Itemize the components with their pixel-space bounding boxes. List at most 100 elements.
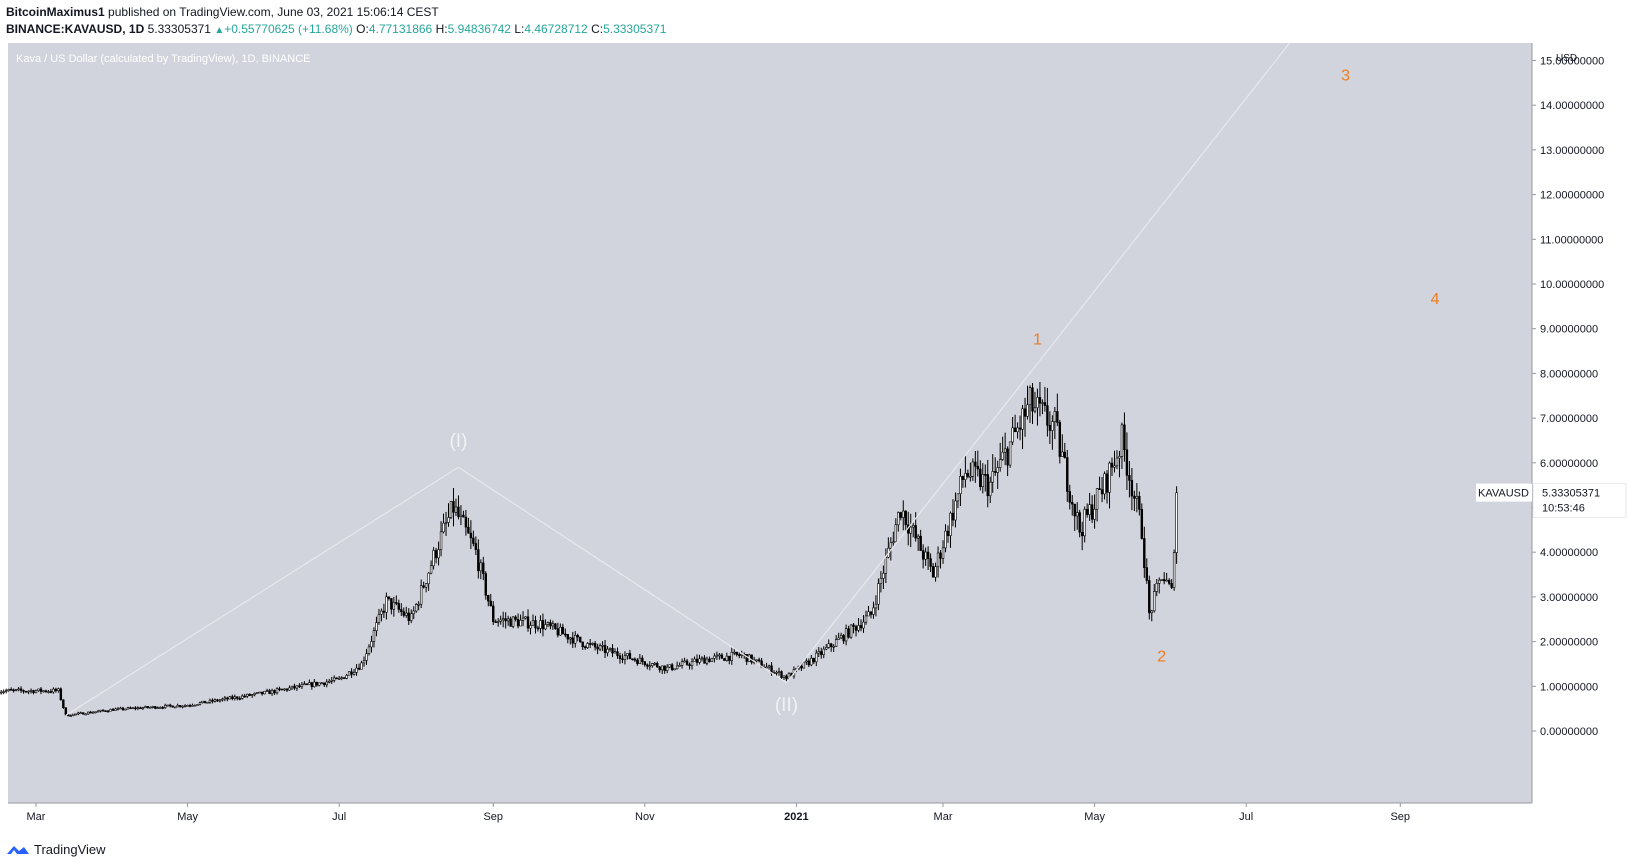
- candle-body: [1068, 491, 1071, 503]
- candle-body: [899, 512, 902, 518]
- candle: [255, 692, 259, 695]
- candle-body: [99, 709, 102, 712]
- candle-body: [467, 526, 470, 534]
- candle: [1048, 411, 1052, 444]
- candle-body: [372, 630, 376, 642]
- candle: [1053, 406, 1057, 440]
- candle: [847, 625, 850, 639]
- candle: [725, 652, 729, 662]
- candle: [1026, 385, 1029, 420]
- candle-body: [524, 616, 527, 619]
- candle: [869, 611, 873, 619]
- price-axis[interactable]: [1532, 43, 1627, 803]
- candle-body: [320, 682, 323, 685]
- candle-body: [429, 565, 433, 574]
- candle: [452, 488, 455, 527]
- candle: [1100, 476, 1104, 503]
- candle: [1073, 503, 1076, 531]
- candle-body: [720, 654, 724, 659]
- candle-body: [104, 710, 107, 712]
- candle-body: [536, 627, 540, 630]
- candle: [1021, 404, 1024, 450]
- candle: [444, 511, 448, 536]
- candle: [785, 674, 788, 682]
- tradingview-logo-icon[interactable]: [6, 843, 30, 857]
- candle-body: [14, 689, 18, 691]
- candle: [1038, 381, 1042, 417]
- candle-body: [250, 694, 254, 696]
- candle-body: [206, 701, 209, 704]
- price-tag-value: 5.33305371: [1542, 488, 1600, 500]
- candle-body: [1108, 462, 1111, 493]
- candle-body: [253, 692, 256, 695]
- candle-body: [141, 707, 145, 710]
- author-name[interactable]: BitcoinMaximus1: [6, 5, 105, 19]
- candle: [47, 690, 50, 694]
- candle-body: [1110, 462, 1114, 468]
- candle: [178, 705, 182, 708]
- y-tick-label: 9.00000000: [1540, 324, 1598, 336]
- candle-body: [27, 690, 30, 693]
- candle-body: [872, 607, 875, 615]
- candle: [469, 520, 473, 550]
- candle-body: [593, 643, 597, 648]
- candle: [926, 546, 930, 570]
- candle: [782, 675, 786, 680]
- candle-body: [981, 474, 984, 488]
- candle: [894, 518, 898, 543]
- candle-body: [382, 610, 386, 613]
- y-tick-label: 11.00000000: [1540, 234, 1603, 246]
- brand-name[interactable]: TradingView: [34, 842, 106, 857]
- candle: [658, 665, 661, 673]
- candle: [1083, 506, 1086, 543]
- candle: [422, 581, 425, 589]
- candle: [335, 677, 338, 680]
- candle-body: [79, 712, 82, 714]
- candle: [1130, 467, 1134, 511]
- candle-body: [116, 708, 120, 710]
- candle-body: [822, 648, 825, 655]
- chart-pane[interactable]: [8, 43, 1532, 803]
- candle-body: [139, 707, 142, 710]
- candle: [159, 706, 162, 709]
- candle: [370, 635, 373, 653]
- candle: [57, 687, 60, 693]
- candle-body: [693, 658, 696, 662]
- candle: [854, 624, 858, 637]
- candle-body: [688, 664, 691, 667]
- candle: [37, 688, 40, 692]
- candle: [665, 664, 669, 674]
- candle: [186, 704, 189, 707]
- candle-body: [994, 471, 997, 473]
- x-tick-label: Sep: [1390, 811, 1410, 823]
- candle-body: [241, 695, 244, 699]
- candle-body: [894, 524, 898, 543]
- low-value: 4.46728712: [524, 22, 588, 36]
- candle: [1123, 412, 1126, 462]
- candle-body: [541, 620, 545, 630]
- candle-body: [954, 500, 957, 521]
- candle: [959, 468, 962, 507]
- candle: [757, 657, 761, 663]
- candle: [1145, 558, 1148, 584]
- candle: [278, 686, 281, 692]
- candle-body: [623, 655, 627, 660]
- footer: TradingView: [6, 842, 106, 857]
- candle: [1153, 584, 1156, 613]
- candle-body: [1140, 509, 1144, 539]
- candle-body: [191, 705, 194, 707]
- candle-body: [7, 689, 10, 691]
- candle-body: [616, 651, 619, 657]
- candle: [663, 665, 666, 674]
- candle-body: [1128, 475, 1131, 481]
- time-axis[interactable]: [0, 803, 1532, 831]
- candle-body: [581, 641, 584, 648]
- candle-body: [469, 532, 473, 539]
- candle: [1090, 495, 1094, 523]
- candle: [588, 639, 592, 649]
- candle-body: [554, 623, 557, 629]
- high-value: 5.94836742: [447, 22, 511, 36]
- candle-body: [574, 635, 577, 644]
- candle-body: [810, 657, 813, 666]
- candle-body: [879, 578, 883, 584]
